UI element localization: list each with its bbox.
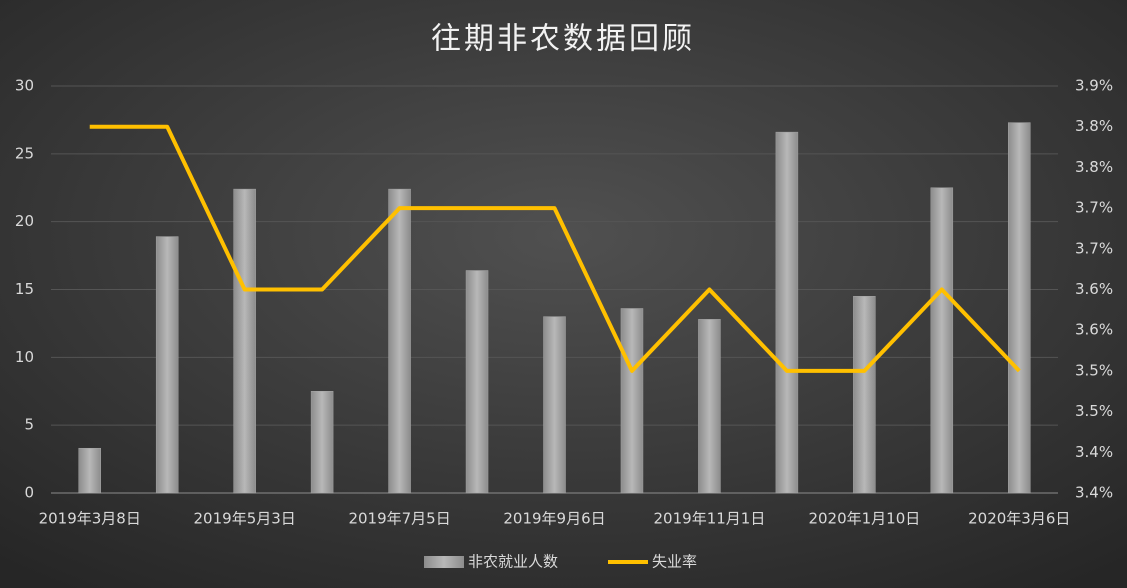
- legend-label: 失业率: [652, 553, 697, 571]
- x-tick-label: 2019年7月5日: [348, 510, 450, 528]
- bar: [930, 187, 954, 494]
- bar: [853, 296, 876, 494]
- y2-tick-label: 3.4%: [1075, 484, 1113, 502]
- y2-tick-label: 3.6%: [1075, 280, 1113, 298]
- legend-swatch: [424, 556, 464, 568]
- legend-label: 非农就业人数: [468, 553, 558, 571]
- y2-tick-label: 3.6%: [1075, 321, 1113, 339]
- y2-tick-label: 3.4%: [1075, 443, 1113, 461]
- y-tick-label: 5: [24, 416, 34, 434]
- y-tick-label: 25: [15, 144, 34, 162]
- bar: [388, 188, 411, 494]
- x-tick-label: 2020年3月6日: [968, 510, 1070, 528]
- line: [89, 124, 1021, 373]
- x-tick-label: 2019年9月6日: [503, 510, 605, 528]
- y-tick-label: 30: [15, 77, 34, 95]
- y-tick-label: 20: [15, 212, 34, 230]
- bar: [543, 316, 566, 494]
- bar: [155, 236, 179, 494]
- y-tick-label: 0: [24, 484, 34, 502]
- chart-title: 往期非农数据回顾: [431, 22, 695, 57]
- x-tick-label: 2019年3月8日: [39, 510, 141, 528]
- y2-tick-label: 3.7%: [1075, 239, 1113, 257]
- bar: [698, 319, 721, 494]
- y-tick-label: 15: [15, 280, 34, 298]
- y2-tick-label: 3.9%: [1075, 77, 1113, 95]
- bar: [310, 391, 334, 494]
- bar: [233, 188, 256, 494]
- x-tick-label: 2019年5月3日: [194, 510, 296, 528]
- bar: [775, 131, 799, 494]
- bar: [620, 308, 644, 494]
- bar: [78, 447, 101, 494]
- y2-tick-label: 3.8%: [1075, 158, 1113, 176]
- y2-tick-label: 3.5%: [1075, 402, 1113, 420]
- bar: [465, 270, 489, 494]
- bar: [1008, 122, 1031, 494]
- x-tick-label: 2019年11月1日: [654, 510, 766, 528]
- y-tick-label: 10: [15, 348, 34, 366]
- y2-tick-label: 3.7%: [1075, 199, 1113, 217]
- x-tick-label: 2020年1月10日: [808, 510, 920, 528]
- y2-tick-label: 3.5%: [1075, 361, 1113, 379]
- y2-tick-label: 3.8%: [1075, 117, 1113, 135]
